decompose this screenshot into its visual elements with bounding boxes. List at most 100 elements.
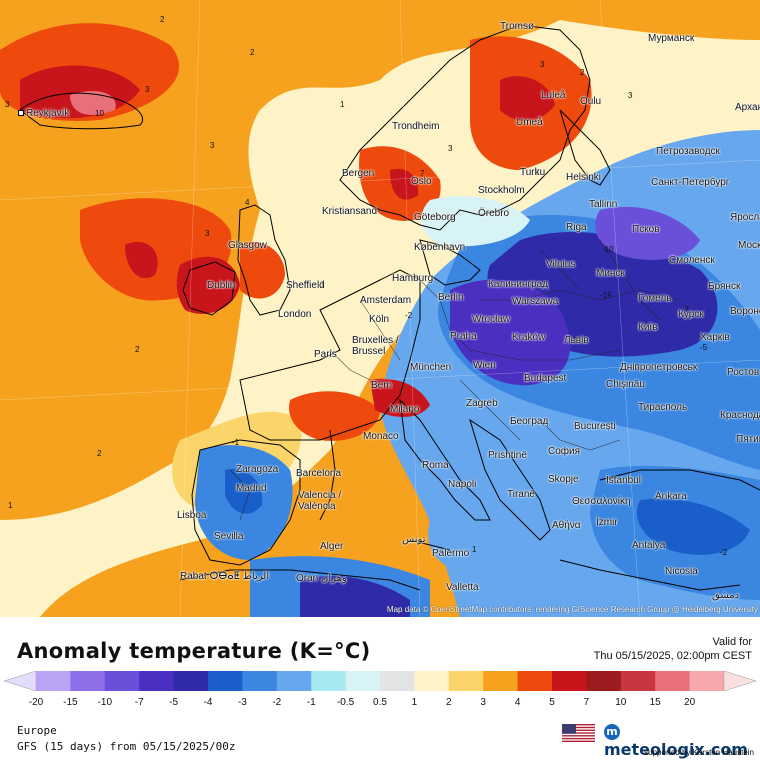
page-title: Anomaly temperature (K=°C) xyxy=(17,639,371,663)
city-label: Sheffield xyxy=(286,280,325,291)
colorbar-tick-label: -1 xyxy=(306,697,316,708)
colorbar-segment xyxy=(620,671,656,691)
svg-text:-2: -2 xyxy=(405,311,413,320)
city-label: Wien xyxy=(473,360,496,371)
city-label: London xyxy=(278,309,312,320)
city-label: Wrocław xyxy=(472,314,511,325)
colorbar-tick-label: 7 xyxy=(583,697,590,708)
colorbar-tick-label: -10 xyxy=(97,697,113,708)
meteologix-logo-icon: m xyxy=(604,723,620,740)
city-label: Reykjavík xyxy=(18,108,69,119)
colorbar-segment xyxy=(173,671,209,691)
colorbar-segment xyxy=(655,671,691,691)
colorbar-min-arrow xyxy=(4,671,37,691)
valid-label: Valid for xyxy=(712,636,752,648)
city-label: Milano xyxy=(390,404,420,415)
svg-text:-15: -15 xyxy=(600,291,612,300)
colorbar-tick-label: 1 xyxy=(411,697,418,708)
city-label: София xyxy=(548,446,581,457)
city-label: Madrid xyxy=(236,483,267,494)
svg-text:2: 2 xyxy=(250,48,255,57)
city-label: București xyxy=(574,421,616,432)
svg-text:3: 3 xyxy=(448,144,453,153)
city-label: Dublin xyxy=(207,280,236,291)
city-label: Valletta xyxy=(446,582,479,593)
svg-text:1: 1 xyxy=(320,280,325,289)
colorbar-tick-label: 4 xyxy=(514,697,521,708)
brand-name: meteologix.com xyxy=(604,740,748,759)
city-label: Смоленск xyxy=(669,255,715,266)
svg-text:7: 7 xyxy=(420,169,425,178)
city-label: Alger xyxy=(320,541,344,552)
colorbar-segment xyxy=(36,671,71,691)
svg-text:2: 2 xyxy=(135,345,140,354)
city-label: Київ xyxy=(638,322,658,333)
colorbar-tick-label: 5 xyxy=(549,697,555,708)
city-label: Гомель xyxy=(638,293,672,304)
city-label: Bruxelles / Brussel xyxy=(352,335,399,357)
colorbar-tick-label: -15 xyxy=(63,697,78,708)
colorbar-tick-label: 20 xyxy=(684,697,696,708)
city-label: Ярославль xyxy=(730,212,760,223)
city-label: Rabat ⵔⴱⴰⵟ الرباط xyxy=(180,571,270,582)
colorbar xyxy=(4,671,756,691)
svg-text:2: 2 xyxy=(160,15,165,24)
colorbar-segment xyxy=(448,671,484,691)
city-label: Дніпропетровськ xyxy=(620,362,698,373)
city-label: Helsinki xyxy=(566,172,602,183)
city-label: Oulu xyxy=(580,96,602,107)
city-label: Bergen xyxy=(342,168,375,179)
city-label: تونس xyxy=(402,534,426,545)
brand-logo[interactable]: mmeteologix.com xyxy=(604,721,760,759)
city-label: Мурманск xyxy=(648,33,695,44)
valid-time: Thu 05/15/2025, 02:00pm CEST xyxy=(593,650,752,662)
city-label: Tiranë xyxy=(507,489,535,500)
city-label: Kristiansand xyxy=(322,206,378,217)
city-label: Antalya xyxy=(632,540,666,551)
city-label: Oslo xyxy=(411,176,432,187)
city-label: İstanbul xyxy=(606,475,642,486)
city-label: Stockholm xyxy=(478,185,525,196)
city-label: Chişinău xyxy=(606,379,645,390)
colorbar-tick-label: -3 xyxy=(237,697,247,708)
city-label: Тирасполь xyxy=(638,402,688,413)
svg-text:2: 2 xyxy=(535,168,540,177)
us-flag-icon[interactable] xyxy=(562,724,595,742)
svg-text:1: 1 xyxy=(472,545,477,554)
colorbar-tick-label: 15 xyxy=(649,697,661,708)
city-label: Ростов xyxy=(727,367,760,378)
city-label: Петрозаводск xyxy=(656,146,720,157)
city-label: Bern xyxy=(371,380,393,391)
svg-text:2: 2 xyxy=(580,68,585,77)
colorbar-tick-label: -2 xyxy=(272,697,282,708)
city-label: Санкт-Петербург xyxy=(651,177,730,188)
city-label: Berlin xyxy=(438,292,464,303)
city-label: Praha xyxy=(450,331,477,342)
city-label: Минск xyxy=(596,268,625,279)
colorbar-segment xyxy=(483,671,519,691)
city-marker-icon xyxy=(18,110,24,117)
city-label: Amsterdam xyxy=(360,295,412,306)
city-label: Valencia / València xyxy=(298,490,342,512)
city-label: Харків xyxy=(700,332,730,343)
city-label: Lisboa xyxy=(177,510,207,521)
colorbar-tick-label: -20 xyxy=(28,697,44,708)
city-label: Vilnius xyxy=(546,259,576,270)
map-attribution: Map data © OpenStreetMap contributors, r… xyxy=(386,605,758,614)
city-label: Köln xyxy=(369,314,390,325)
city-label: Nicosia xyxy=(665,566,698,577)
colorbar-max-arrow xyxy=(723,671,756,691)
city-label: Sevilla xyxy=(214,531,244,542)
colorbar-tick-label: 0.5 xyxy=(373,697,387,708)
city-label: Краснодар xyxy=(720,410,760,421)
svg-text:1: 1 xyxy=(8,501,13,510)
city-label: Брянск xyxy=(708,281,741,292)
colorbar-segment xyxy=(345,671,381,691)
city-label: Hamburg xyxy=(392,273,434,284)
city-label: Warszawa xyxy=(512,296,559,307)
city-label: Tallinn xyxy=(589,199,618,210)
city-label: Псков xyxy=(632,224,660,235)
city-label: København xyxy=(414,242,466,253)
